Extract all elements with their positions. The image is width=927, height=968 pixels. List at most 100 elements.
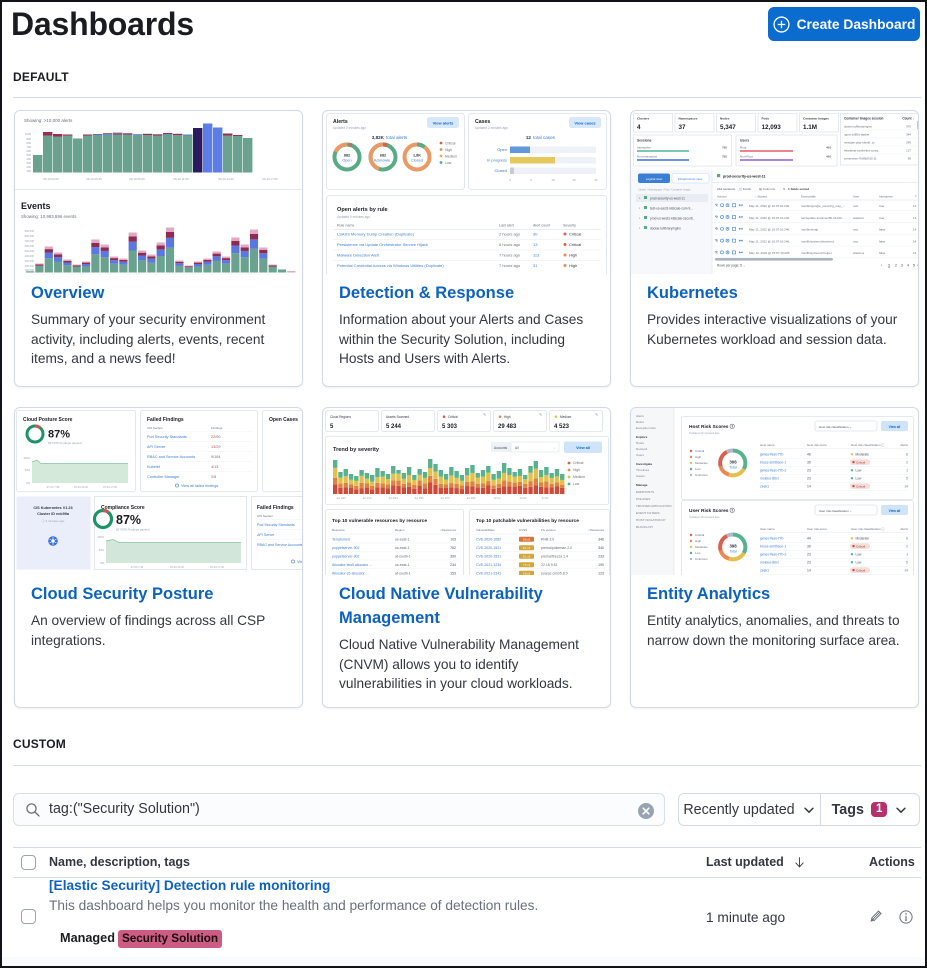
svg-text:Container Images session: Container Images session [844,117,884,121]
svg-text:Cloud Regions: Cloud Regions [330,415,351,419]
svg-text:Fix version: Fix version [541,528,556,532]
svg-text:puppetserver-902: puppetserver-902 [332,546,359,550]
svg-text:Hosts: Hosts [636,441,644,445]
svg-text:Cluster / Namespace / Pod / Co: Cluster / Namespace / Pod / Container Im… [638,188,691,192]
svg-text:5: 5 [330,424,334,430]
svg-text:docker.io/library/nginx: docker.io/library/nginx [650,227,681,231]
svg-text:Non-Root: Non-Root [740,155,753,159]
svg-text:next/gen-play-identif...js: next/gen-play-identif...js [844,141,875,145]
svg-text:Container Images: Container Images [803,117,829,121]
svg-text:22/90: 22/90 [211,435,221,439]
svg-text:Open: Open [342,159,351,163]
svg-text:780: 780 [722,146,727,150]
svg-text:22.18 9.51: 22.18 9.51 [541,563,558,567]
svg-text:Cluster ID ecb99a: Cluster ID ecb99a [37,512,70,516]
svg-text:zeek1: zeek1 [760,485,769,489]
svg-text:6: 6 [906,537,908,541]
svg-text:Total: Total [729,466,736,470]
svg-text:Executable: Executable [801,195,816,199]
svg-text:5: 5 [906,477,908,481]
svg-text:Low: Low [695,551,701,555]
svg-text:44: 44 [807,537,811,541]
svg-text:Investigate: Investigate [636,462,652,466]
svg-text:07-04 12:30: 07-04 12:30 [74,485,88,489]
svg-text:High: High [445,148,452,152]
svg-text:false: false [879,239,886,243]
svg-text:View cases: View cases [574,121,596,126]
svg-text:600: 600 [26,149,31,153]
svg-text:CIS Section: CIS Section [257,514,273,518]
svg-text:Low: Low [856,469,863,473]
svg-text:Findings: Findings [211,426,223,430]
svg-text:1,8K: 1,8K [413,154,421,158]
svg-text:Critical: Critical [695,533,705,537]
svg-text:/etc/update-instance/50-21443.: /etc/update-instance/50-21443... [801,216,844,220]
svg-text:User risk classification ⓘ: User risk classification ⓘ [851,526,885,531]
svg-text:us-east-1: us-east-1 [395,563,410,567]
svg-text:87%: 87% [116,513,141,527]
svg-text:103: 103 [450,538,456,542]
svg-text:✎: ✎ [595,412,598,417]
svg-text:CVE-2020-1521: CVE-2020-1521 [476,546,501,550]
svg-text:Actions: Actions [717,195,727,199]
svg-text:4/13: 4/13 [211,465,218,469]
svg-text:elastic/s: elastic/s [853,216,864,220]
svg-text:113: 113 [533,253,540,258]
svg-text:682: 682 [380,154,386,158]
svg-text:200,000: 200,000 [25,264,35,268]
svg-text:Sessions: Sessions [637,139,652,143]
svg-text:Critical: Critical [569,242,581,247]
svg-text:370: 370 [906,125,911,129]
svg-text:API Server: API Server [147,445,166,449]
svg-text:37: 37 [679,124,687,131]
svg-text:prod-security-us-west-11: prod-security-us-west-11 [723,175,766,179]
svg-text:Kubelet: Kubelet [147,465,161,469]
svg-text:14: 14 [904,485,908,489]
svg-text:1: 1 [888,264,890,268]
svg-text:TRUSTED APPLICATION: TRUSTED APPLICATION [636,504,672,508]
svg-text:8.1 v3: 8.1 v3 [523,554,531,558]
svg-text:1 fields sorted: 1 fields sorted [788,187,809,191]
svg-text:Critical: Critical [448,415,458,419]
svg-text:4: 4 [637,124,641,131]
svg-text:Manage: Manage [636,483,648,487]
svg-text:Updated 18 minutes ago: Updated 18 minutes ago [689,515,720,519]
svg-text:View all: View all [576,446,590,450]
svg-text:Moderate: Moderate [856,537,870,541]
svg-text:Allocator eks5 allocator ...: Allocator eks5 allocator ... [332,563,372,567]
svg-text:07-04 7:30: 07-04 7:30 [131,565,144,569]
svg-text:source.cms/5.8.0: source.cms/5.8.0 [541,572,568,576]
svg-text:Low: Low [856,561,863,565]
svg-text:High: High [573,468,580,472]
svg-text:moldoo-86xr: moldoo-86xr [760,477,780,481]
svg-text:09-19 05:40: 09-19 05:40 [86,177,102,181]
svg-text:Malware Detection Alert: Malware Detection Alert [337,253,380,258]
svg-text:0%: 0% [26,481,30,485]
svg-text:User risk score: User risk score [807,527,827,531]
svg-text:Moderate: Moderate [695,545,708,549]
svg-text:ⓘ 2 minutes ago: ⓘ 2 minutes ago [42,518,65,523]
svg-text:Cases: Cases [636,474,645,478]
svg-text:Medium: Medium [560,415,572,419]
svg-text:2/8: 2/8 [211,475,216,479]
svg-text:Closed: Closed [411,159,423,163]
svg-text:Cloud Posture Score: Cloud Posture Score [23,417,73,423]
svg-text:Vie: Vie [297,560,302,564]
svg-text:test-us-east1-k8scale-com-9...: test-us-east1-k8scale-com-9... [650,207,693,211]
svg-text:bruce-smithson-1: bruce-smithson-1 [760,461,786,465]
svg-text:CIS Kubernetes V1.23: CIS Kubernetes V1.23 [33,506,72,510]
svg-text:2 hours ago: 2 hours ago [499,232,521,237]
svg-text:Critical: Critical [856,460,866,464]
svg-text:344: 344 [906,133,911,137]
svg-text:8.1 v3: 8.1 v3 [523,546,531,550]
svg-text:LSASS Memory Dump Creation (Du: LSASS Memory Dump Creation (Duplicate) [337,232,415,237]
svg-text:Logical view: Logical view [646,177,663,181]
svg-text:Infrastructure view: Infrastructure view [678,177,703,181]
svg-text:Allocator e5 allocator ...: Allocator e5 allocator ... [332,572,369,576]
svg-text:09-19 02:00: 09-19 02:00 [43,177,59,181]
svg-text:5: 5 [913,264,915,268]
svg-text:RBAC and Service Accounts: RBAC and Service Accounts [257,543,302,547]
svg-text:Low: Low [573,482,580,486]
svg-text:API Server: API Server [257,533,275,537]
svg-text:Severity: Severity [563,224,576,228]
